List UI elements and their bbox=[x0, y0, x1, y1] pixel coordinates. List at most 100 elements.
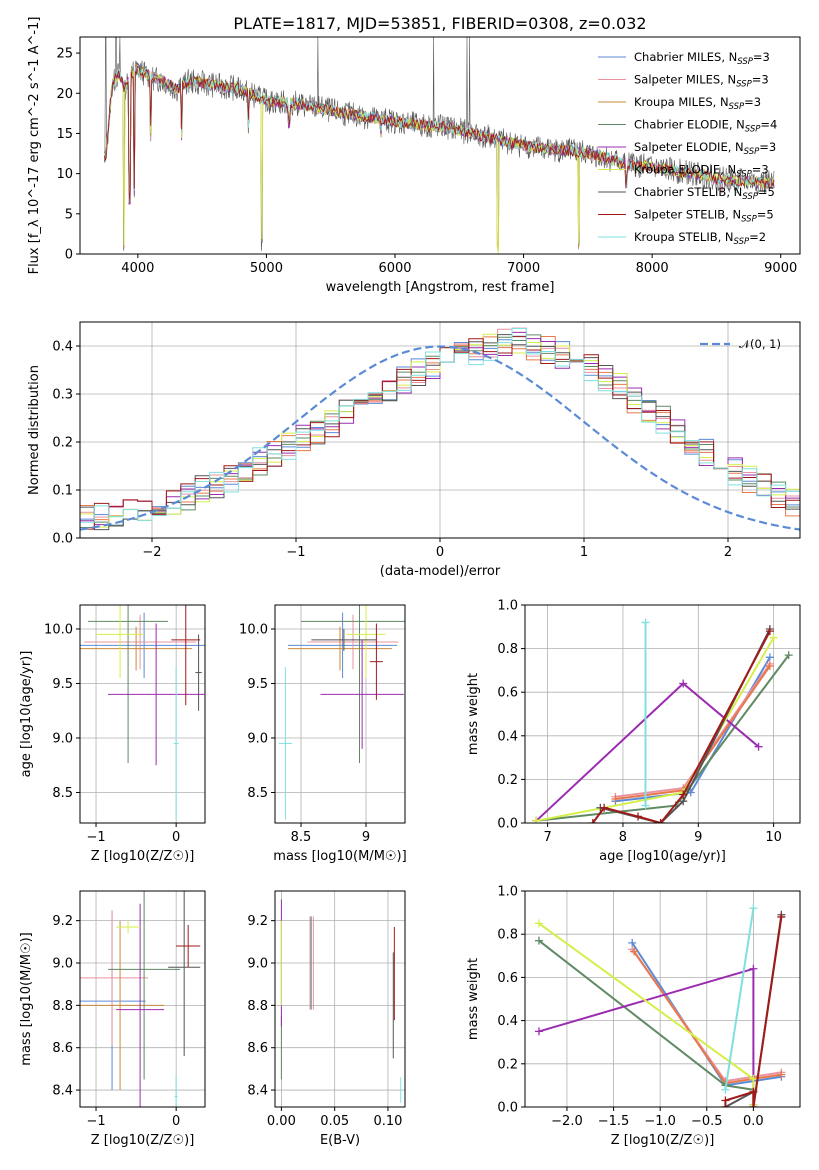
y-tick-label: 9.2 bbox=[52, 914, 73, 929]
y-tick-label: 25 bbox=[56, 47, 73, 62]
y-tick-label: 15 bbox=[56, 127, 73, 142]
y-tick-label: 9.0 bbox=[52, 731, 73, 746]
errorbar-point bbox=[301, 605, 405, 764]
weight-line bbox=[538, 967, 755, 1105]
errorbar-point bbox=[84, 614, 197, 670]
axes-mass-vs-EBV: 0.00 0.05 0.10 8.4 8.6 8.8 9.0 9.2 E(B-V) bbox=[247, 890, 406, 1148]
weight-marker bbox=[749, 1087, 758, 1096]
x-tick-label: −1 bbox=[86, 830, 105, 845]
y-tick-label: 9.0 bbox=[247, 957, 268, 972]
y-tick-label: 0.0 bbox=[497, 817, 518, 832]
legend-label: Salpeter ELODIE, NSSP=3 bbox=[634, 140, 776, 157]
axes-residuals: −2 −1 0 1 2 0.0 0.1 0.2 0.3 0.4 (data-model)/error… bbox=[27, 321, 801, 579]
weight-marker bbox=[749, 1074, 758, 1083]
y-tick-label: 8.4 bbox=[247, 1084, 268, 1099]
weight-marker bbox=[656, 819, 665, 823]
weight-marker bbox=[679, 679, 688, 688]
errorbar-point bbox=[346, 605, 386, 679]
weight-marker bbox=[777, 912, 786, 921]
x-axis-label: wavelength [Angstrom, rest frame] bbox=[326, 280, 555, 295]
plot-area bbox=[532, 618, 793, 823]
x-tick-label: 0 bbox=[172, 830, 180, 845]
spectrum-line bbox=[104, 65, 775, 254]
y-tick-label: 0.0 bbox=[52, 532, 73, 547]
y-axis-label: mass weight bbox=[466, 958, 481, 1040]
y-tick-label: 8.5 bbox=[247, 786, 268, 801]
errorbar-point bbox=[288, 612, 398, 679]
legend-label: Chabrier ELODIE, NSSP=4 bbox=[634, 118, 777, 135]
errorbar-point bbox=[176, 924, 201, 968]
y-tick-label: 8.6 bbox=[52, 1041, 73, 1056]
x-tick-label: 0 bbox=[436, 545, 444, 560]
weight-marker bbox=[721, 1085, 730, 1094]
errorbar-point bbox=[173, 667, 179, 820]
errorbar-point bbox=[116, 903, 165, 1107]
plot-area bbox=[278, 605, 405, 820]
y-tick-label: 1.0 bbox=[497, 599, 518, 614]
gridlines bbox=[80, 891, 205, 1107]
y-tick-label: 0.4 bbox=[52, 340, 73, 355]
x-axis-label: (data-model)/error bbox=[380, 564, 501, 579]
y-tick-label: 1.0 bbox=[497, 885, 518, 900]
axes-age-vs-Z: −1 0 8.5 9.0 9.5 10.0 Z [log10(Z/Z☉)] age [log1… bbox=[19, 604, 206, 864]
axes-spectrum: 4000 5000 6000 7000 8000 9000 0 5 10 15 20 25 wavele… bbox=[27, 17, 801, 295]
legend-label: Kroupa ELODIE, NSSP=3 bbox=[634, 163, 769, 180]
normal-curve bbox=[80, 345, 800, 531]
x-tick-label: 4000 bbox=[121, 261, 154, 276]
weight-marker bbox=[611, 795, 620, 804]
legend-label: 𝒩(0, 1) bbox=[739, 337, 781, 351]
y-tick-label: 0.8 bbox=[497, 642, 518, 657]
gridlines bbox=[275, 891, 405, 1107]
x-tick-label: −2.0 bbox=[551, 1114, 583, 1129]
axes-mass-weight-vs-age: 7 8 9 10 0.0 0.2 0.4 0.6 0.8 1.0 age [log10(age/yr… bbox=[466, 599, 801, 864]
x-tick-label: 8000 bbox=[636, 261, 669, 276]
weight-marker bbox=[765, 662, 774, 671]
errorbar-point bbox=[311, 628, 377, 651]
y-tick-label: 0.8 bbox=[497, 928, 518, 943]
errorbar-point bbox=[96, 605, 145, 679]
x-tick-label: 0.05 bbox=[320, 1114, 349, 1129]
legend-label: Kroupa MILES, NSSP=3 bbox=[634, 95, 761, 112]
y-tick-label: 0.3 bbox=[52, 388, 73, 403]
axes-frame bbox=[79, 36, 801, 255]
weight-marker bbox=[784, 651, 793, 660]
x-tick-label: 0 bbox=[172, 1114, 180, 1129]
errorbar-point bbox=[369, 623, 383, 700]
y-tick-label: 8.8 bbox=[247, 999, 268, 1014]
x-tick-label: 1 bbox=[580, 545, 588, 560]
weight-marker bbox=[777, 1070, 786, 1079]
x-tick-label: −0.5 bbox=[691, 1114, 723, 1129]
y-tick-label: 8.4 bbox=[52, 1084, 73, 1099]
errorbar-point bbox=[174, 1075, 178, 1107]
x-tick-label: 5000 bbox=[250, 261, 283, 276]
plot-area bbox=[80, 891, 201, 1107]
x-axis-label: mass [log10(M/M☉)] bbox=[273, 849, 406, 864]
x-axis-label: Z [log10(Z/Z☉)] bbox=[91, 849, 195, 864]
y-tick-label: 0.2 bbox=[497, 1057, 518, 1072]
y-tick-label: 0.2 bbox=[497, 773, 518, 788]
errorbar-point bbox=[108, 623, 205, 766]
y-tick-label: 0.1 bbox=[52, 484, 73, 499]
errorbar-point bbox=[80, 626, 193, 671]
errorbar-point bbox=[108, 891, 181, 1080]
plot-area bbox=[104, 37, 775, 254]
x-tick-label: 2 bbox=[724, 545, 732, 560]
y-axis-label: age [log10(age/yr)] bbox=[19, 651, 34, 778]
histogram-step bbox=[80, 327, 800, 523]
weight-marker bbox=[749, 964, 758, 973]
figure-title: PLATE=1817, MJD=53851, FIBERID=0308, z=0… bbox=[233, 14, 646, 33]
x-tick-label: 9000 bbox=[764, 261, 797, 276]
y-tick-label: 9.5 bbox=[247, 677, 268, 692]
weight-line bbox=[724, 908, 755, 1090]
histogram-step bbox=[80, 334, 800, 531]
y-axis-label: mass weight bbox=[466, 673, 481, 755]
errorbar-point bbox=[288, 626, 392, 671]
weight-marker bbox=[588, 819, 597, 823]
errorbar-point bbox=[195, 634, 202, 711]
x-tick-label: 8 bbox=[619, 830, 627, 845]
weight-marker bbox=[534, 1027, 543, 1036]
x-tick-label: 10 bbox=[765, 830, 782, 845]
weight-marker bbox=[749, 904, 758, 913]
x-tick-label: 6000 bbox=[378, 261, 411, 276]
weight-marker bbox=[749, 1103, 758, 1107]
